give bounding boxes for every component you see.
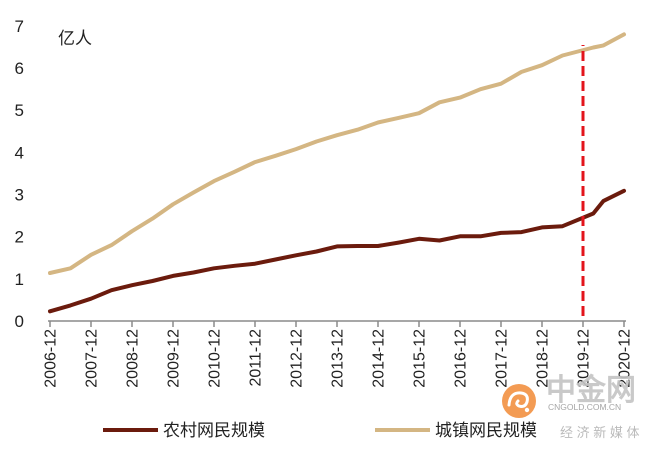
y-tick-label: 1 bbox=[15, 270, 24, 289]
y-tick-label: 6 bbox=[15, 59, 24, 78]
x-tick-label: 2012-12 bbox=[289, 329, 306, 388]
y-tick-label: 5 bbox=[15, 101, 24, 120]
watermark-tagline: 经 济 新 媒 体 bbox=[560, 425, 639, 440]
legend: 农村网民规模 城镇网民规模 bbox=[103, 421, 537, 440]
x-tick-label: 2010-12 bbox=[207, 329, 224, 388]
x-tick-label: 2020-12 bbox=[617, 329, 634, 388]
y-tick-label: 0 bbox=[15, 312, 24, 331]
legend-label-urban: 城镇网民规模 bbox=[435, 421, 537, 440]
series-lines bbox=[48, 32, 626, 314]
watermark: 中金网 CNGOLD.COM.CN 经 济 新 媒 体 bbox=[502, 373, 639, 440]
y-axis-unit-label: 亿人 bbox=[58, 29, 92, 48]
watermark-domain: CNGOLD.COM.CN bbox=[548, 402, 621, 412]
x-tick-label: 2008-12 bbox=[125, 329, 142, 388]
legend-item-rural: 农村网民规模 bbox=[103, 421, 265, 440]
x-tick-label: 2018-12 bbox=[535, 329, 552, 388]
y-tick-label: 3 bbox=[15, 186, 24, 205]
x-tick-label: 2009-12 bbox=[166, 329, 183, 388]
y-axis-tick-labels: 0 1 2 3 4 5 6 7 bbox=[15, 17, 24, 331]
watermark-brand: 中金网 bbox=[546, 373, 636, 407]
x-tick-label: 2011-12 bbox=[248, 329, 265, 387]
x-tick-label: 2013-12 bbox=[330, 329, 347, 388]
y-tick-label: 4 bbox=[15, 143, 24, 162]
rural-series-line bbox=[48, 188, 626, 314]
x-tick-label: 2016-12 bbox=[453, 329, 470, 388]
legend-item-urban: 城镇网民规模 bbox=[375, 421, 537, 440]
x-tick-label: 2006-12 bbox=[43, 329, 60, 388]
urban-series-line bbox=[48, 32, 626, 275]
x-axis: 2006-12 2007-12 2008-12 2009-12 2010-12 2011-… bbox=[43, 320, 634, 388]
x-tick-label: 2007-12 bbox=[84, 329, 101, 388]
x-tick-label: 2014-12 bbox=[371, 329, 388, 388]
x-tick-label: 2019-12 bbox=[576, 329, 593, 388]
watermark-logo-icon bbox=[502, 384, 536, 418]
y-tick-label: 7 bbox=[15, 17, 24, 36]
legend-label-rural: 农村网民规模 bbox=[163, 421, 265, 440]
y-tick-label: 2 bbox=[15, 228, 24, 247]
x-tick-label: 2015-12 bbox=[412, 329, 429, 388]
x-tick-label: 2017-12 bbox=[494, 329, 511, 388]
